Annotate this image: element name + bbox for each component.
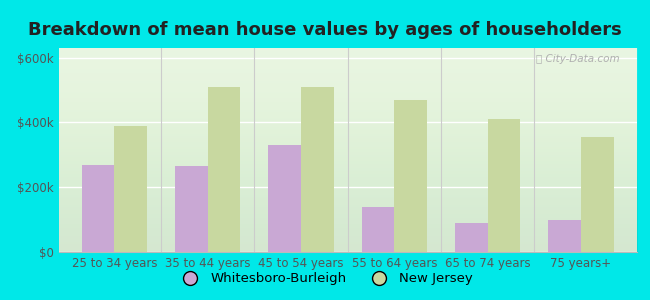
Bar	[395, 100, 427, 252]
Bar	[301, 87, 333, 252]
Text: Breakdown of mean house values by ages of householders: Breakdown of mean house values by ages o…	[28, 21, 622, 39]
Text: ⓘ City-Data.com: ⓘ City-Data.com	[536, 54, 619, 64]
Bar	[175, 166, 208, 252]
Bar	[268, 145, 301, 252]
Bar	[549, 220, 581, 252]
Bar	[208, 87, 240, 252]
Bar	[488, 119, 521, 252]
Bar	[581, 137, 614, 252]
Bar	[455, 223, 488, 252]
Bar	[114, 126, 147, 252]
Bar	[82, 165, 114, 252]
Legend: Whitesboro-Burleigh, New Jersey: Whitesboro-Burleigh, New Jersey	[172, 267, 478, 290]
Bar	[362, 207, 395, 252]
